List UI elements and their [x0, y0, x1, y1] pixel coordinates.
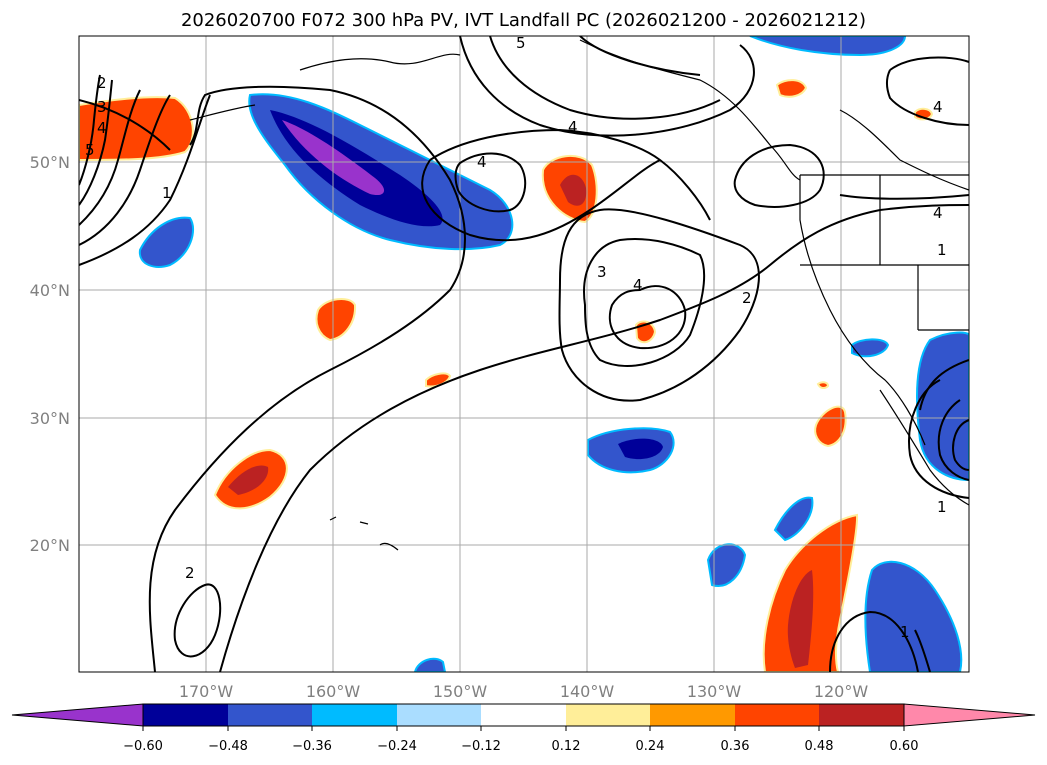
colorbar-ticks: [142, 726, 905, 731]
lon-label: 140°W: [560, 682, 615, 701]
colorbar-extend-low: [11, 703, 144, 727]
colorbar-tick-label: 0.12: [552, 739, 581, 754]
lon-label: 150°W: [433, 682, 488, 701]
contour-label: 4: [568, 118, 578, 136]
contour-label: 5: [85, 141, 95, 159]
colorbar-segment: [735, 704, 819, 726]
colorbar-segment: [650, 704, 735, 726]
contour-label: 4: [97, 119, 107, 137]
colorbar-segment: [143, 704, 228, 726]
lon-label: 130°W: [687, 682, 742, 701]
colorbar-segment: [566, 704, 650, 726]
contour-label: 1: [937, 241, 947, 259]
contour-label: 5: [516, 34, 526, 52]
lon-label: 170°W: [179, 682, 234, 701]
contour-label: 2: [97, 74, 107, 92]
contour-label: 4: [933, 98, 943, 116]
lat-label: 40°N: [30, 281, 70, 300]
colorbar-tick-label: −0.60: [123, 739, 163, 754]
lat-label: 50°N: [30, 153, 70, 172]
contour-label: 4: [633, 276, 643, 294]
contour-label: 1: [900, 623, 910, 641]
contour-label: 3: [97, 98, 107, 116]
colorbar-segment: [481, 704, 566, 726]
colorbar-tick-label: −0.36: [292, 739, 332, 754]
colorbar-segment: [312, 704, 397, 726]
lat-label: 20°N: [30, 536, 70, 555]
colorbar-tick-label: −0.48: [208, 739, 248, 754]
lat-label: 30°N: [30, 409, 70, 428]
negative-pv-shading: [138, 36, 969, 672]
positive-pv-shading: [79, 79, 934, 672]
contour-labels: 2 3 4 5 1 4 4 5 3 4 2 4 4 1 2 1 1: [85, 34, 947, 641]
colorbar-segment: [228, 704, 312, 726]
longitude-labels: 170°W 160°W 150°W 140°W 130°W 120°W: [179, 682, 869, 701]
colorbar-segment: [397, 704, 481, 726]
lon-label: 120°W: [814, 682, 869, 701]
colorbar-tick-label: 0.24: [636, 739, 665, 754]
colorbar-tick-label: 0.36: [721, 739, 750, 754]
contour-label: 4: [933, 204, 943, 222]
contour-label: 2: [185, 564, 195, 582]
colorbar-segment: [819, 704, 904, 726]
map-border: [78, 35, 970, 673]
map-panel: 2 3 4 5 1 4 4 5 3 4 2 4 4 1 2 1 1: [79, 34, 969, 672]
lon-label: 160°W: [306, 682, 361, 701]
map-title: 2026020700 F072 300 hPa PV, IVT Landfall…: [180, 10, 867, 31]
gridlines: [79, 36, 969, 672]
contour-label: 1: [937, 498, 947, 516]
ivt-contours: [79, 36, 969, 672]
contour-label: 2: [742, 289, 752, 307]
colorbar-tick-label: 0.60: [890, 739, 919, 754]
colorbar-tick-label: −0.24: [377, 739, 417, 754]
colorbar-extend-high: [903, 703, 1036, 727]
colorbar-tick-label: −0.12: [461, 739, 501, 754]
latitude-labels: 50°N 40°N 30°N 20°N: [30, 153, 70, 555]
colorbar-tick-label: 0.48: [805, 739, 834, 754]
coastlines: [189, 39, 969, 551]
contour-label: 1: [162, 184, 172, 202]
colorbar: −0.60 −0.48 −0.36 −0.24 −0.12 0.12 0.24 …: [11, 703, 1036, 754]
contour-label: 3: [597, 263, 607, 281]
contour-label: 4: [477, 153, 487, 171]
